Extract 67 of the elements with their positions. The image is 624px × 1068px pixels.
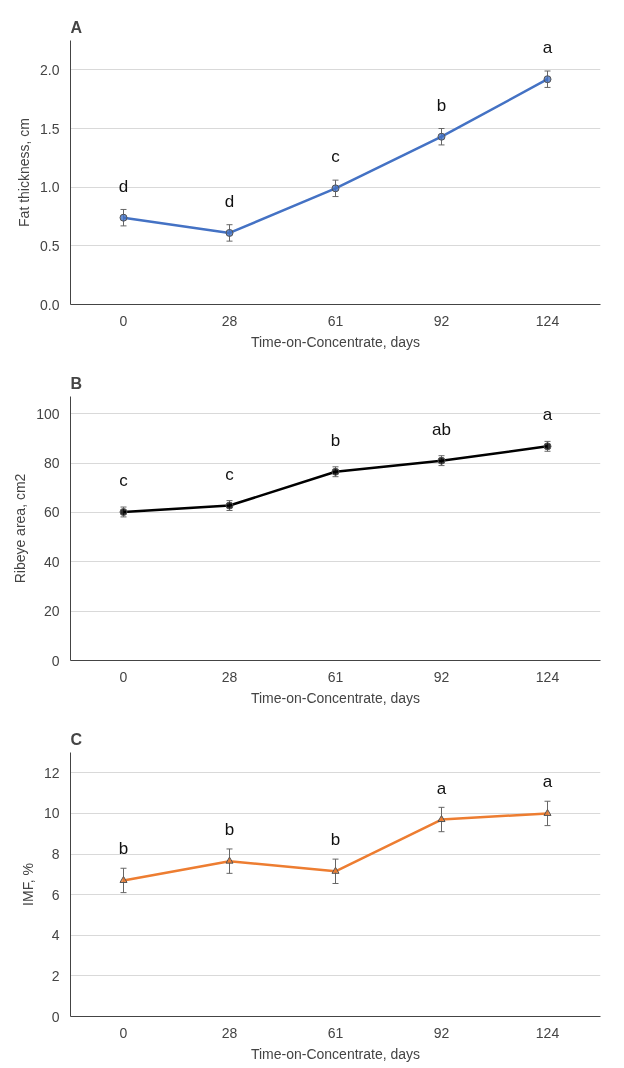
chart-title: B [70, 374, 83, 392]
x-tick-label: 0 [119, 1024, 128, 1041]
x-axis-title: Time-on-Concentrate, days [250, 333, 421, 350]
x-axis-title: Time-on-Concentrate, days [250, 1045, 421, 1062]
annotation: b [330, 430, 341, 450]
x-tick-label: 124 [535, 312, 560, 329]
x-tick-label: 0 [119, 312, 128, 329]
y-tick-label: 10 [43, 805, 60, 822]
y-tick-label: 2.0 [40, 61, 60, 78]
y-tick-label: 8 [51, 846, 60, 863]
x-tick-label: 92 [433, 312, 450, 329]
y-tick-label: 1.5 [40, 120, 60, 137]
point [225, 228, 234, 237]
y-tick-label: 1.0 [40, 179, 60, 196]
y-tick-label: 0 [51, 1008, 60, 1025]
annotation: a [542, 772, 553, 792]
x-tick-label: 28 [221, 1024, 238, 1041]
y-tick-label: 60 [43, 504, 60, 521]
annotation: ab [432, 419, 451, 439]
x-tick-label: 61 [327, 668, 344, 685]
point [543, 808, 552, 816]
point [119, 213, 128, 222]
y-tick-label: 80 [43, 455, 60, 472]
annotation: a [436, 778, 447, 798]
x-axis-title: Time-on-Concentrate, days [250, 689, 421, 706]
annotation: a [542, 38, 553, 58]
x-tick-label: 28 [221, 312, 238, 329]
point [543, 75, 552, 84]
x-tick-label: 61 [327, 1024, 344, 1041]
x-tick-label: 92 [433, 668, 450, 685]
annotation: b [224, 820, 235, 840]
point [331, 184, 340, 193]
annotation: a [542, 405, 553, 425]
annotation: b [436, 95, 447, 115]
annotation: c [331, 147, 341, 167]
annotation: d [224, 191, 235, 211]
annotation: b [330, 830, 341, 850]
y-tick-label: 6 [51, 886, 60, 903]
chart-title: C [70, 730, 83, 748]
y-tick-label: 0 [51, 652, 60, 669]
x-tick-label: 124 [535, 1024, 560, 1041]
annotation: c [225, 464, 235, 484]
point [331, 866, 340, 874]
x-tick-label: 0 [119, 668, 128, 685]
y-tick-label: 12 [43, 764, 60, 781]
y-tick-label: 2 [51, 967, 60, 984]
annotation: d [118, 176, 129, 196]
x-tick-label: 61 [327, 312, 344, 329]
y-tick-label: 40 [43, 553, 60, 570]
point [437, 814, 446, 823]
y-axis-title: Ribeye area, cm2 [12, 473, 29, 584]
x-tick-label: 124 [535, 668, 560, 685]
y-tick-label: 4 [51, 927, 60, 944]
x-tick-label: 92 [433, 1024, 450, 1041]
y-axis-title: IMF, % [19, 863, 36, 906]
y-axis-title: Fat thickness, cm [16, 118, 33, 227]
point [225, 856, 234, 864]
point [119, 875, 128, 883]
y-tick-label: 20 [43, 603, 60, 620]
point [437, 132, 446, 141]
annotation: c [119, 470, 129, 490]
y-tick-label: 100 [36, 405, 60, 422]
x-tick-label: 28 [221, 668, 238, 685]
y-tick-label: 0.0 [40, 296, 60, 313]
annotation: b [118, 839, 129, 859]
y-tick-label: 0.5 [40, 237, 60, 254]
chart-title: A [70, 18, 83, 36]
